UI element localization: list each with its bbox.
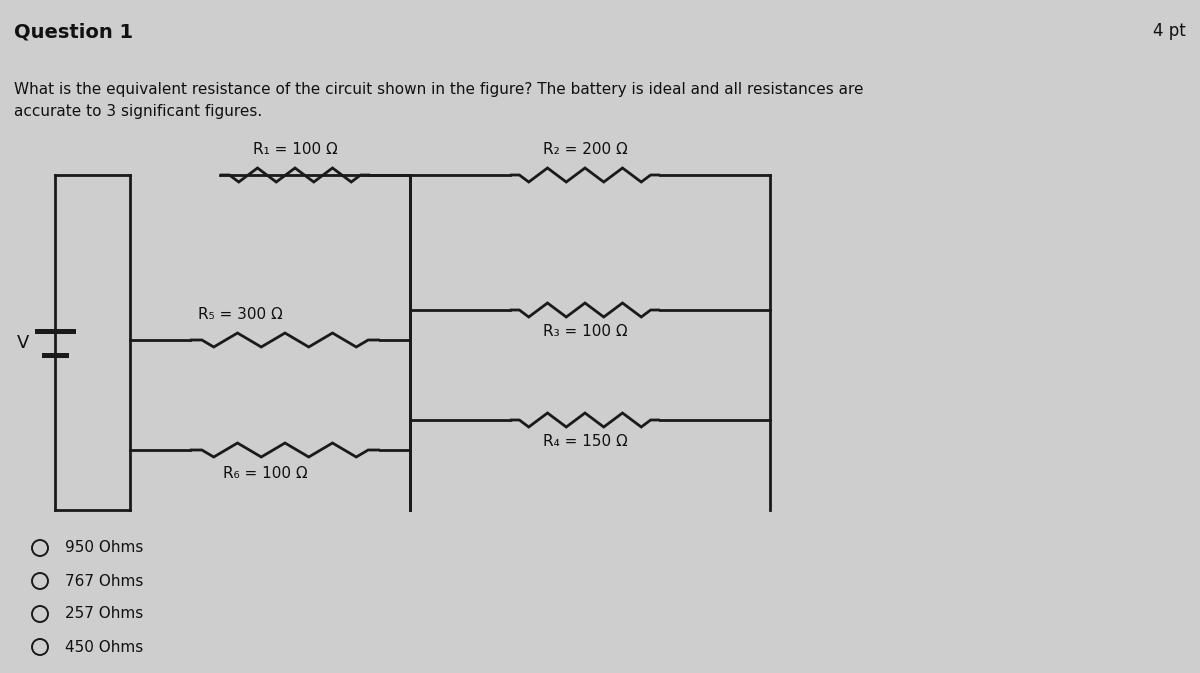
Text: Question 1: Question 1 xyxy=(14,22,133,41)
Text: V: V xyxy=(17,334,29,351)
Text: 950 Ohms: 950 Ohms xyxy=(65,540,143,555)
Text: 767 Ohms: 767 Ohms xyxy=(65,573,143,588)
Text: 4 pt: 4 pt xyxy=(1153,22,1186,40)
Text: 257 Ohms: 257 Ohms xyxy=(65,606,143,621)
Text: 450 Ohms: 450 Ohms xyxy=(65,639,143,655)
Text: R₂ = 200 Ω: R₂ = 200 Ω xyxy=(542,142,628,157)
Text: R₆ = 100 Ω: R₆ = 100 Ω xyxy=(223,466,307,481)
Text: R₃ = 100 Ω: R₃ = 100 Ω xyxy=(542,324,628,339)
Text: R₁ = 100 Ω: R₁ = 100 Ω xyxy=(253,142,337,157)
Text: R₄ = 150 Ω: R₄ = 150 Ω xyxy=(542,434,628,449)
Text: What is the equivalent resistance of the circuit shown in the figure? The batter: What is the equivalent resistance of the… xyxy=(14,82,864,119)
Text: R₅ = 300 Ω: R₅ = 300 Ω xyxy=(198,307,282,322)
